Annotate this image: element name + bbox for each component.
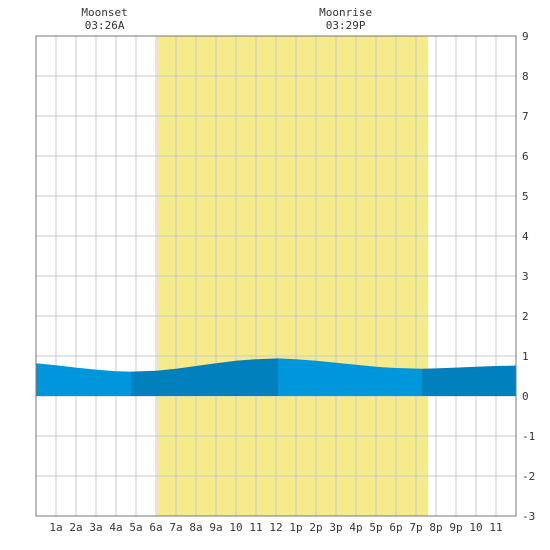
y-tick-label: 1 xyxy=(522,350,529,363)
y-tick-labels: -3 -2 -1 0 1 2 3 4 5 6 7 8 9 xyxy=(522,30,535,523)
tide-segment-dark xyxy=(422,365,516,396)
x-tick-label: 10 xyxy=(229,521,242,534)
x-tick-label: 2a xyxy=(69,521,82,534)
x-tick-label: 3p xyxy=(329,521,342,534)
y-tick-label: -2 xyxy=(522,470,535,483)
y-tick-label: 9 xyxy=(522,30,529,43)
tide-area-layer xyxy=(36,358,516,396)
y-tick-label: 4 xyxy=(522,230,529,243)
x-tick-label: 7a xyxy=(169,521,182,534)
tide-segment-light xyxy=(36,363,131,396)
x-tick-label: 6a xyxy=(149,521,162,534)
moon-event-time: 03:29P xyxy=(326,19,366,32)
y-tick-label: 2 xyxy=(522,310,529,323)
y-tick-label: -3 xyxy=(522,510,535,523)
x-tick-label: 1p xyxy=(289,521,302,534)
x-tick-label: 5a xyxy=(129,521,142,534)
y-tick-label: 7 xyxy=(522,110,529,123)
x-tick-label: 6p xyxy=(389,521,402,534)
x-tick-label: 11 xyxy=(249,521,262,534)
y-tick-label: 8 xyxy=(522,70,529,83)
x-tick-label: 11 xyxy=(489,521,502,534)
y-tick-label: 0 xyxy=(522,390,529,403)
tide-segment-light xyxy=(278,358,422,396)
moon-event-label: Moonrise xyxy=(319,6,372,19)
x-tick-label: 3a xyxy=(89,521,102,534)
x-tick-label: 7p xyxy=(409,521,422,534)
x-tick-label: 2p xyxy=(309,521,322,534)
x-tick-label: 12 xyxy=(269,521,282,534)
tide-segment-dark xyxy=(131,358,278,396)
x-tick-label: 5p xyxy=(369,521,382,534)
moon-event-time: 03:26A xyxy=(85,19,125,32)
moon-event-label: Moonset xyxy=(81,6,127,19)
x-tick-label: 10 xyxy=(469,521,482,534)
plot-frame xyxy=(35,35,517,517)
x-tick-label: 9a xyxy=(209,521,222,534)
grid-layer xyxy=(36,35,516,517)
x-tick-labels: 1a 2a 3a 4a 5a 6a 7a 8a 9a 10 11 12 1p 2p 3p 4p 5p 6p 7p 8p… xyxy=(49,521,502,534)
x-tick-label: 4a xyxy=(109,521,122,534)
x-tick-label: 8a xyxy=(189,521,202,534)
x-tick-label: 9p xyxy=(449,521,462,534)
y-tick-label: 6 xyxy=(522,150,529,163)
y-tick-label: -1 xyxy=(522,430,535,443)
x-tick-label: 1a xyxy=(49,521,62,534)
x-tick-label: 4p xyxy=(349,521,362,534)
x-tick-label: 8p xyxy=(429,521,442,534)
y-tick-label: 5 xyxy=(522,190,529,203)
y-tick-label: 3 xyxy=(522,270,529,283)
